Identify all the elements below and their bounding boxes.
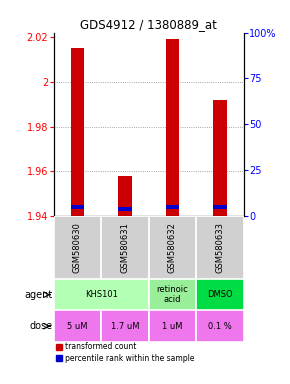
Bar <box>196 279 244 310</box>
Bar <box>166 39 179 216</box>
Text: GSM580632: GSM580632 <box>168 222 177 273</box>
Bar <box>71 48 84 216</box>
Text: GSM580631: GSM580631 <box>120 222 129 273</box>
Bar <box>166 205 179 209</box>
Text: 1.7 uM: 1.7 uM <box>110 322 139 331</box>
Text: dose: dose <box>30 321 53 331</box>
Title: GDS4912 / 1380889_at: GDS4912 / 1380889_at <box>80 18 217 31</box>
Text: retinoic
acid: retinoic acid <box>157 285 188 305</box>
Legend: transformed count, percentile rank within the sample: transformed count, percentile rank withi… <box>56 342 194 362</box>
Bar <box>54 279 148 310</box>
Bar <box>196 216 244 279</box>
Bar <box>54 216 101 279</box>
Text: DMSO: DMSO <box>207 290 233 299</box>
Bar <box>101 216 148 279</box>
Text: GSM580633: GSM580633 <box>215 222 224 273</box>
Bar <box>213 100 226 216</box>
Bar <box>54 310 101 342</box>
Bar <box>148 279 196 310</box>
Text: agent: agent <box>24 290 53 300</box>
Bar <box>101 310 148 342</box>
Bar <box>148 216 196 279</box>
Bar <box>213 205 226 209</box>
Bar <box>118 176 132 216</box>
Text: GSM580630: GSM580630 <box>73 222 82 273</box>
Text: 0.1 %: 0.1 % <box>208 322 232 331</box>
Bar <box>196 310 244 342</box>
Text: KHS101: KHS101 <box>85 290 117 299</box>
Bar <box>148 310 196 342</box>
Text: 5 uM: 5 uM <box>67 322 88 331</box>
Bar <box>118 207 132 211</box>
Bar <box>71 205 84 209</box>
Text: 1 uM: 1 uM <box>162 322 183 331</box>
